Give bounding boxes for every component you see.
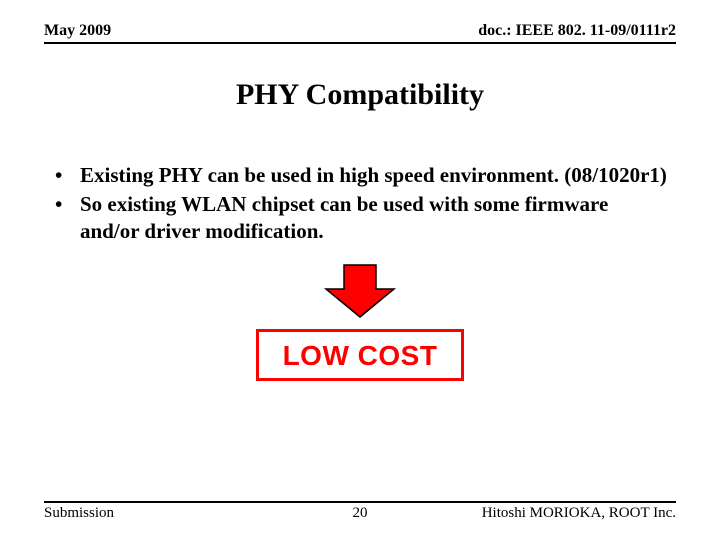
slide-footer: 20 Submission Hitoshi MORIOKA, ROOT Inc. <box>0 501 720 522</box>
bullet-text: So existing WLAN chipset can be used wit… <box>80 191 668 245</box>
header-rule <box>44 42 676 44</box>
bullet-item: • Existing PHY can be used in high speed… <box>52 162 668 189</box>
lowcost-box: LOW COST <box>256 329 465 381</box>
arrow-container <box>0 263 720 319</box>
down-arrow-icon <box>324 263 396 319</box>
lowcost-text: LOW COST <box>283 340 438 371</box>
bullet-marker: • <box>52 162 80 189</box>
footer-right: Hitoshi MORIOKA, ROOT Inc. <box>482 505 676 522</box>
footer-row: 20 Submission Hitoshi MORIOKA, ROOT Inc. <box>44 505 676 522</box>
footer-rule <box>44 501 676 503</box>
bullet-text: Existing PHY can be used in high speed e… <box>80 162 668 189</box>
header-docref: doc.: IEEE 802. 11-09/0111r2 <box>478 22 676 40</box>
header-date: May 2009 <box>44 22 111 40</box>
bullet-item: • So existing WLAN chipset can be used w… <box>52 191 668 245</box>
slide-header: May 2009 doc.: IEEE 802. 11-09/0111r2 <box>0 0 720 40</box>
bullet-marker: • <box>52 191 80 218</box>
slide-title: PHY Compatibility <box>0 78 720 112</box>
bullet-list: • Existing PHY can be used in high speed… <box>52 162 668 245</box>
lowcost-container: LOW COST <box>0 329 720 381</box>
footer-left: Submission <box>44 505 114 522</box>
